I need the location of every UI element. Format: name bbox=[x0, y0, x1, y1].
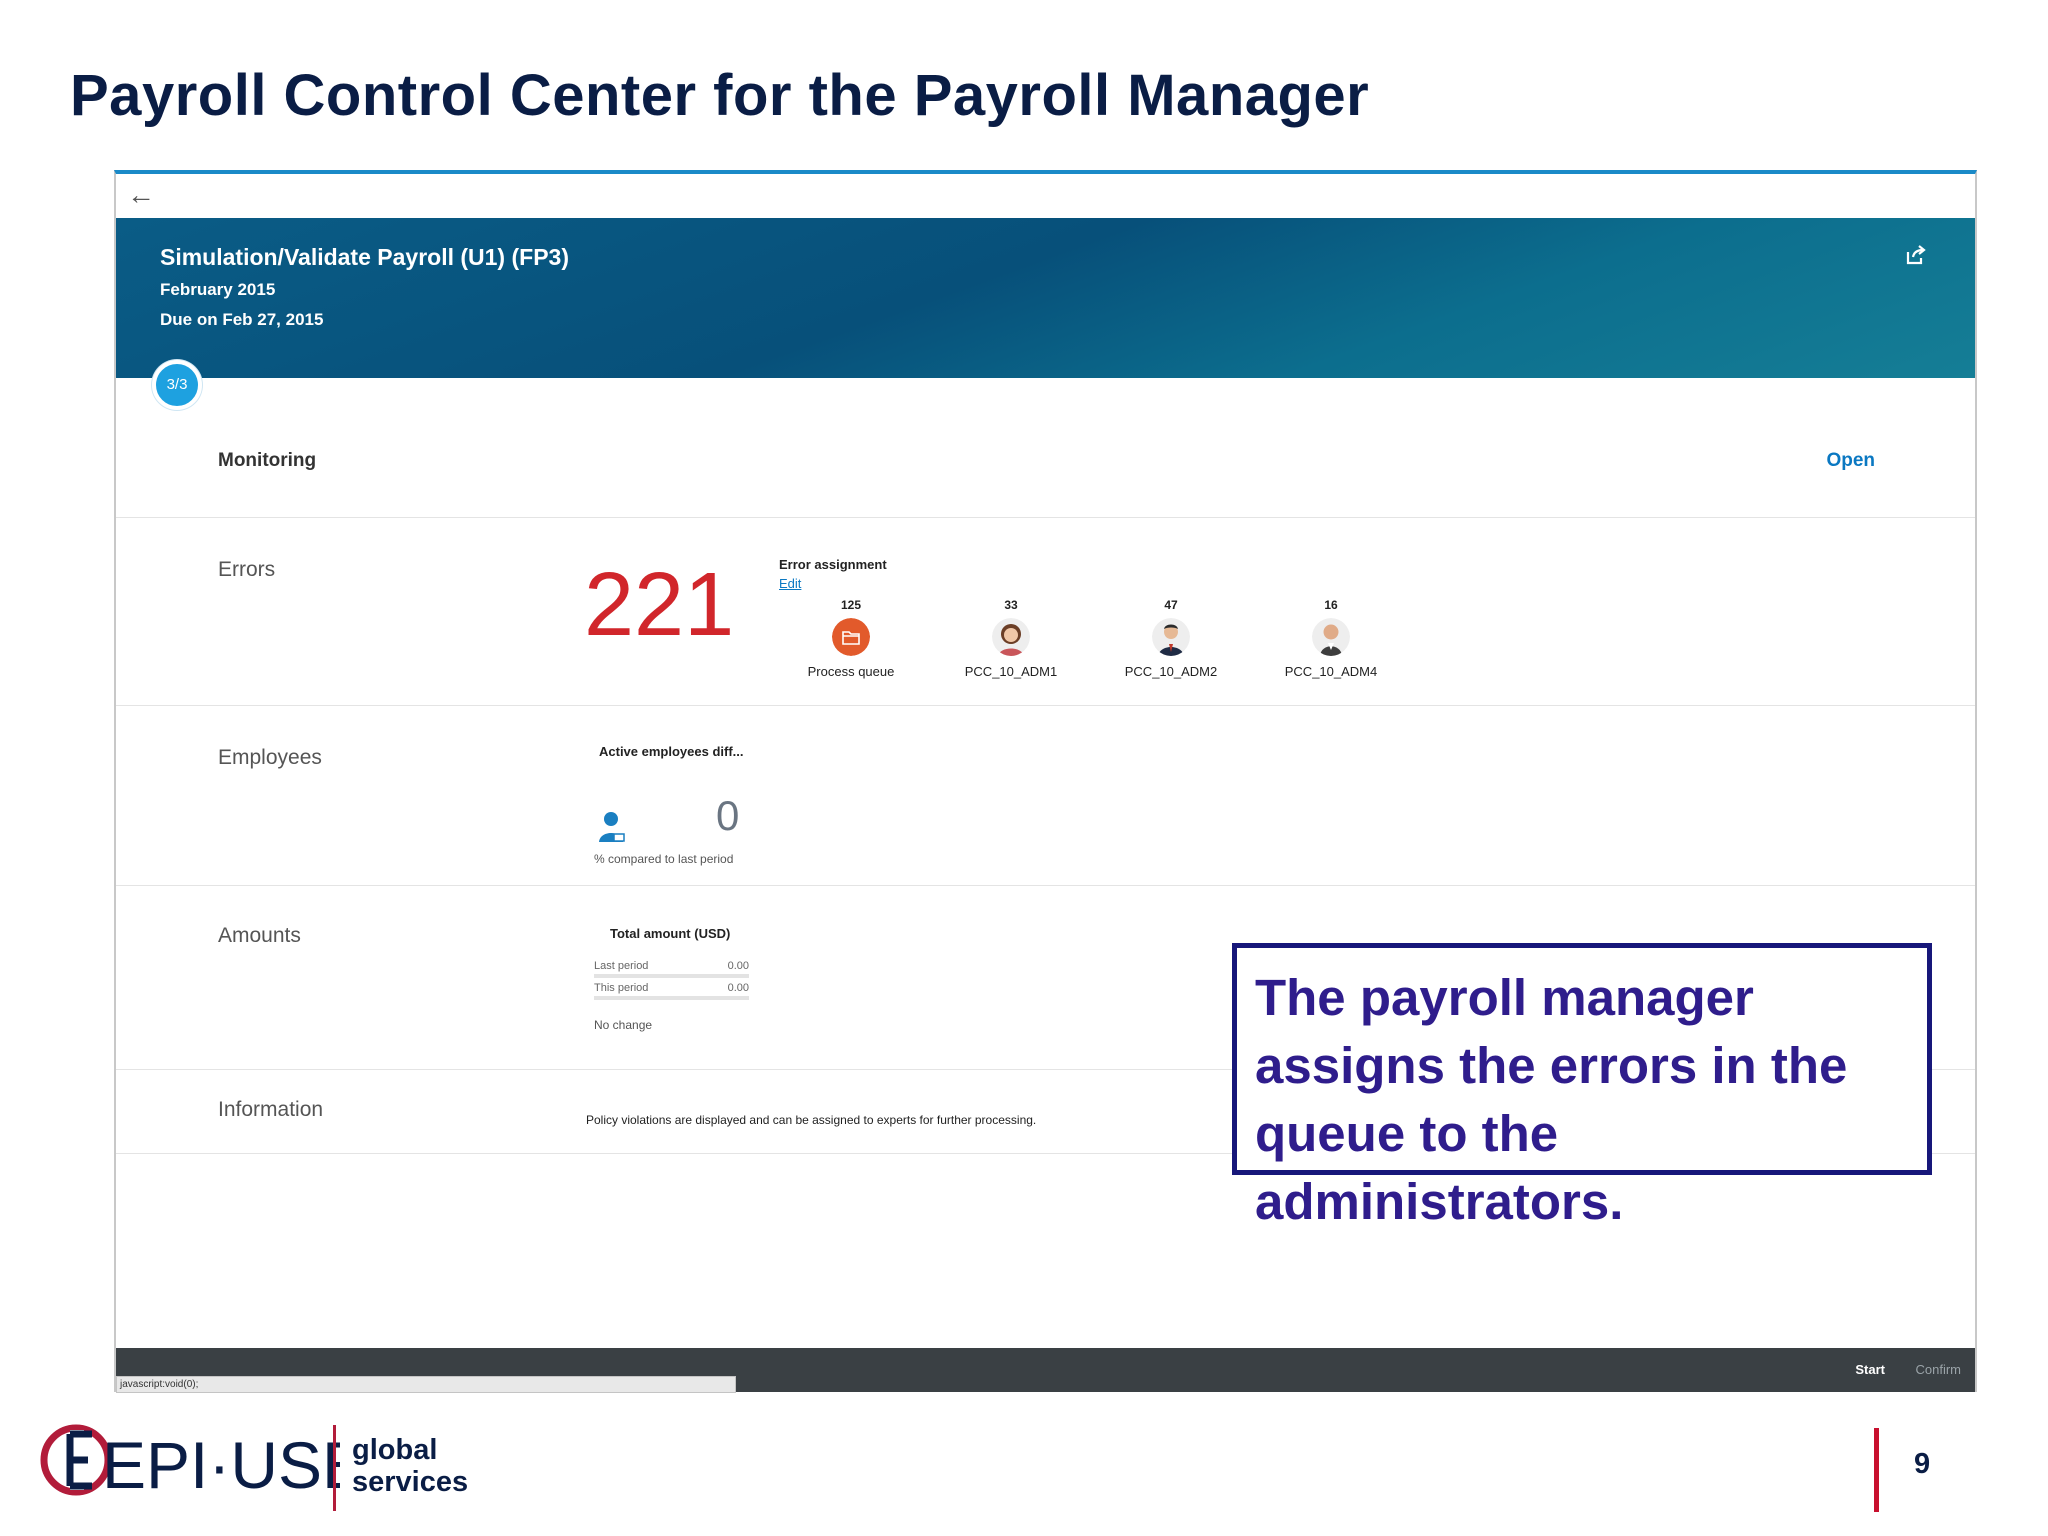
last-period-bar bbox=[594, 974, 749, 978]
page-number-divider bbox=[1874, 1428, 1879, 1512]
avatar-male-bald-icon bbox=[1312, 618, 1350, 656]
last-period-line: Last period 0.00 bbox=[594, 960, 749, 978]
process-due-date: Due on Feb 27, 2015 bbox=[160, 310, 324, 329]
error-assignment-edit-link[interactable]: Edit bbox=[779, 576, 802, 591]
last-period-value: 0.00 bbox=[727, 960, 749, 972]
assignee-name: PCC_10_ADM1 bbox=[964, 664, 1058, 679]
share-icon[interactable] bbox=[1905, 244, 1927, 266]
process-period: February 2015 bbox=[160, 280, 276, 299]
employees-comparison: % compared to last period bbox=[594, 852, 734, 866]
process-title: Simulation/Validate Payroll (U1) (FP3) bbox=[160, 244, 569, 270]
employees-tile-title[interactable]: Active employees diff... bbox=[599, 744, 744, 759]
employees-label: Employees bbox=[218, 746, 322, 769]
logo-tagline-line1: global bbox=[352, 1434, 438, 1466]
information-label: Information bbox=[218, 1098, 324, 1121]
app-top-bar: ← bbox=[116, 174, 1975, 218]
back-arrow-icon[interactable]: ← bbox=[127, 179, 155, 210]
information-row: Information bbox=[116, 1070, 1975, 1154]
logo-divider bbox=[333, 1425, 336, 1511]
errors-label: Errors bbox=[218, 558, 276, 581]
amounts-label: Amounts bbox=[218, 924, 301, 947]
process-header: Simulation/Validate Payroll (U1) (FP3) F… bbox=[116, 218, 1975, 378]
assignee-adm4[interactable]: 16 PCC_10_ADM4 bbox=[1276, 598, 1386, 679]
avatar-female-icon bbox=[992, 618, 1030, 656]
slide-title: Payroll Control Center for the Payroll M… bbox=[70, 63, 1370, 128]
app-screen: ← Simulation/Validate Payroll (U1) (FP3)… bbox=[114, 170, 1977, 1393]
page-number: 9 bbox=[1914, 1448, 1931, 1480]
folder-icon bbox=[832, 618, 870, 656]
status-bar-url: javascript:void(0); bbox=[116, 1376, 736, 1393]
this-period-value: 0.00 bbox=[727, 982, 749, 994]
assignee-count: 33 bbox=[1004, 598, 1018, 612]
assignee-name: Process queue bbox=[807, 664, 895, 679]
confirm-button[interactable]: Confirm bbox=[1915, 1362, 1961, 1377]
assignee-count: 16 bbox=[1324, 598, 1338, 612]
amounts-change-text: No change bbox=[594, 1018, 653, 1032]
error-assignment-title: Error assignment bbox=[779, 557, 887, 572]
employees-diff-value: 0 bbox=[716, 792, 740, 839]
this-period-bar bbox=[594, 996, 749, 1000]
amounts-tile-title[interactable]: Total amount (USD) bbox=[610, 926, 731, 941]
assignee-process-queue[interactable]: 125 Process queue bbox=[796, 598, 906, 679]
logo-wordmark: EPI·USE bbox=[102, 1428, 340, 1500]
callout-box: The payroll manager assigns the errors i… bbox=[1232, 943, 1932, 1230]
avatar-male-icon bbox=[1152, 618, 1190, 656]
this-period-line: This period 0.00 bbox=[594, 982, 749, 1000]
assignee-adm1[interactable]: 33 PCC_10_ADM1 bbox=[956, 598, 1066, 679]
assignee-count: 47 bbox=[1164, 598, 1178, 612]
open-link[interactable]: Open bbox=[1826, 450, 1875, 471]
error-count[interactable]: 221 bbox=[584, 555, 735, 655]
person-icon bbox=[599, 812, 625, 842]
amounts-row: Amounts bbox=[116, 886, 1975, 1070]
epi-use-logo: EPI·USE bbox=[40, 1424, 340, 1500]
monitoring-label: Monitoring bbox=[218, 450, 317, 471]
assignee-count: 125 bbox=[840, 598, 862, 612]
assignee-name: PCC_10_ADM4 bbox=[1284, 664, 1378, 679]
errors-row: Errors bbox=[116, 518, 1975, 706]
this-period-label: This period bbox=[594, 982, 649, 994]
employees-row: Employees bbox=[116, 706, 1975, 886]
assignee-name: PCC_10_ADM2 bbox=[1124, 664, 1218, 679]
monitoring-row bbox=[116, 378, 1975, 518]
logo-tagline-line2: services bbox=[352, 1466, 469, 1498]
assignee-adm2[interactable]: 47 PCC_10_ADM2 bbox=[1116, 598, 1226, 679]
step-badge: 3/3 bbox=[152, 360, 202, 410]
logo-tagline: global services bbox=[352, 1434, 468, 1498]
start-button[interactable]: Start bbox=[1855, 1362, 1885, 1377]
information-text: Policy violations are displayed and can … bbox=[586, 1113, 1037, 1127]
last-period-label: Last period bbox=[594, 960, 649, 972]
callout-text: The payroll manager assigns the errors i… bbox=[1255, 969, 1848, 1230]
